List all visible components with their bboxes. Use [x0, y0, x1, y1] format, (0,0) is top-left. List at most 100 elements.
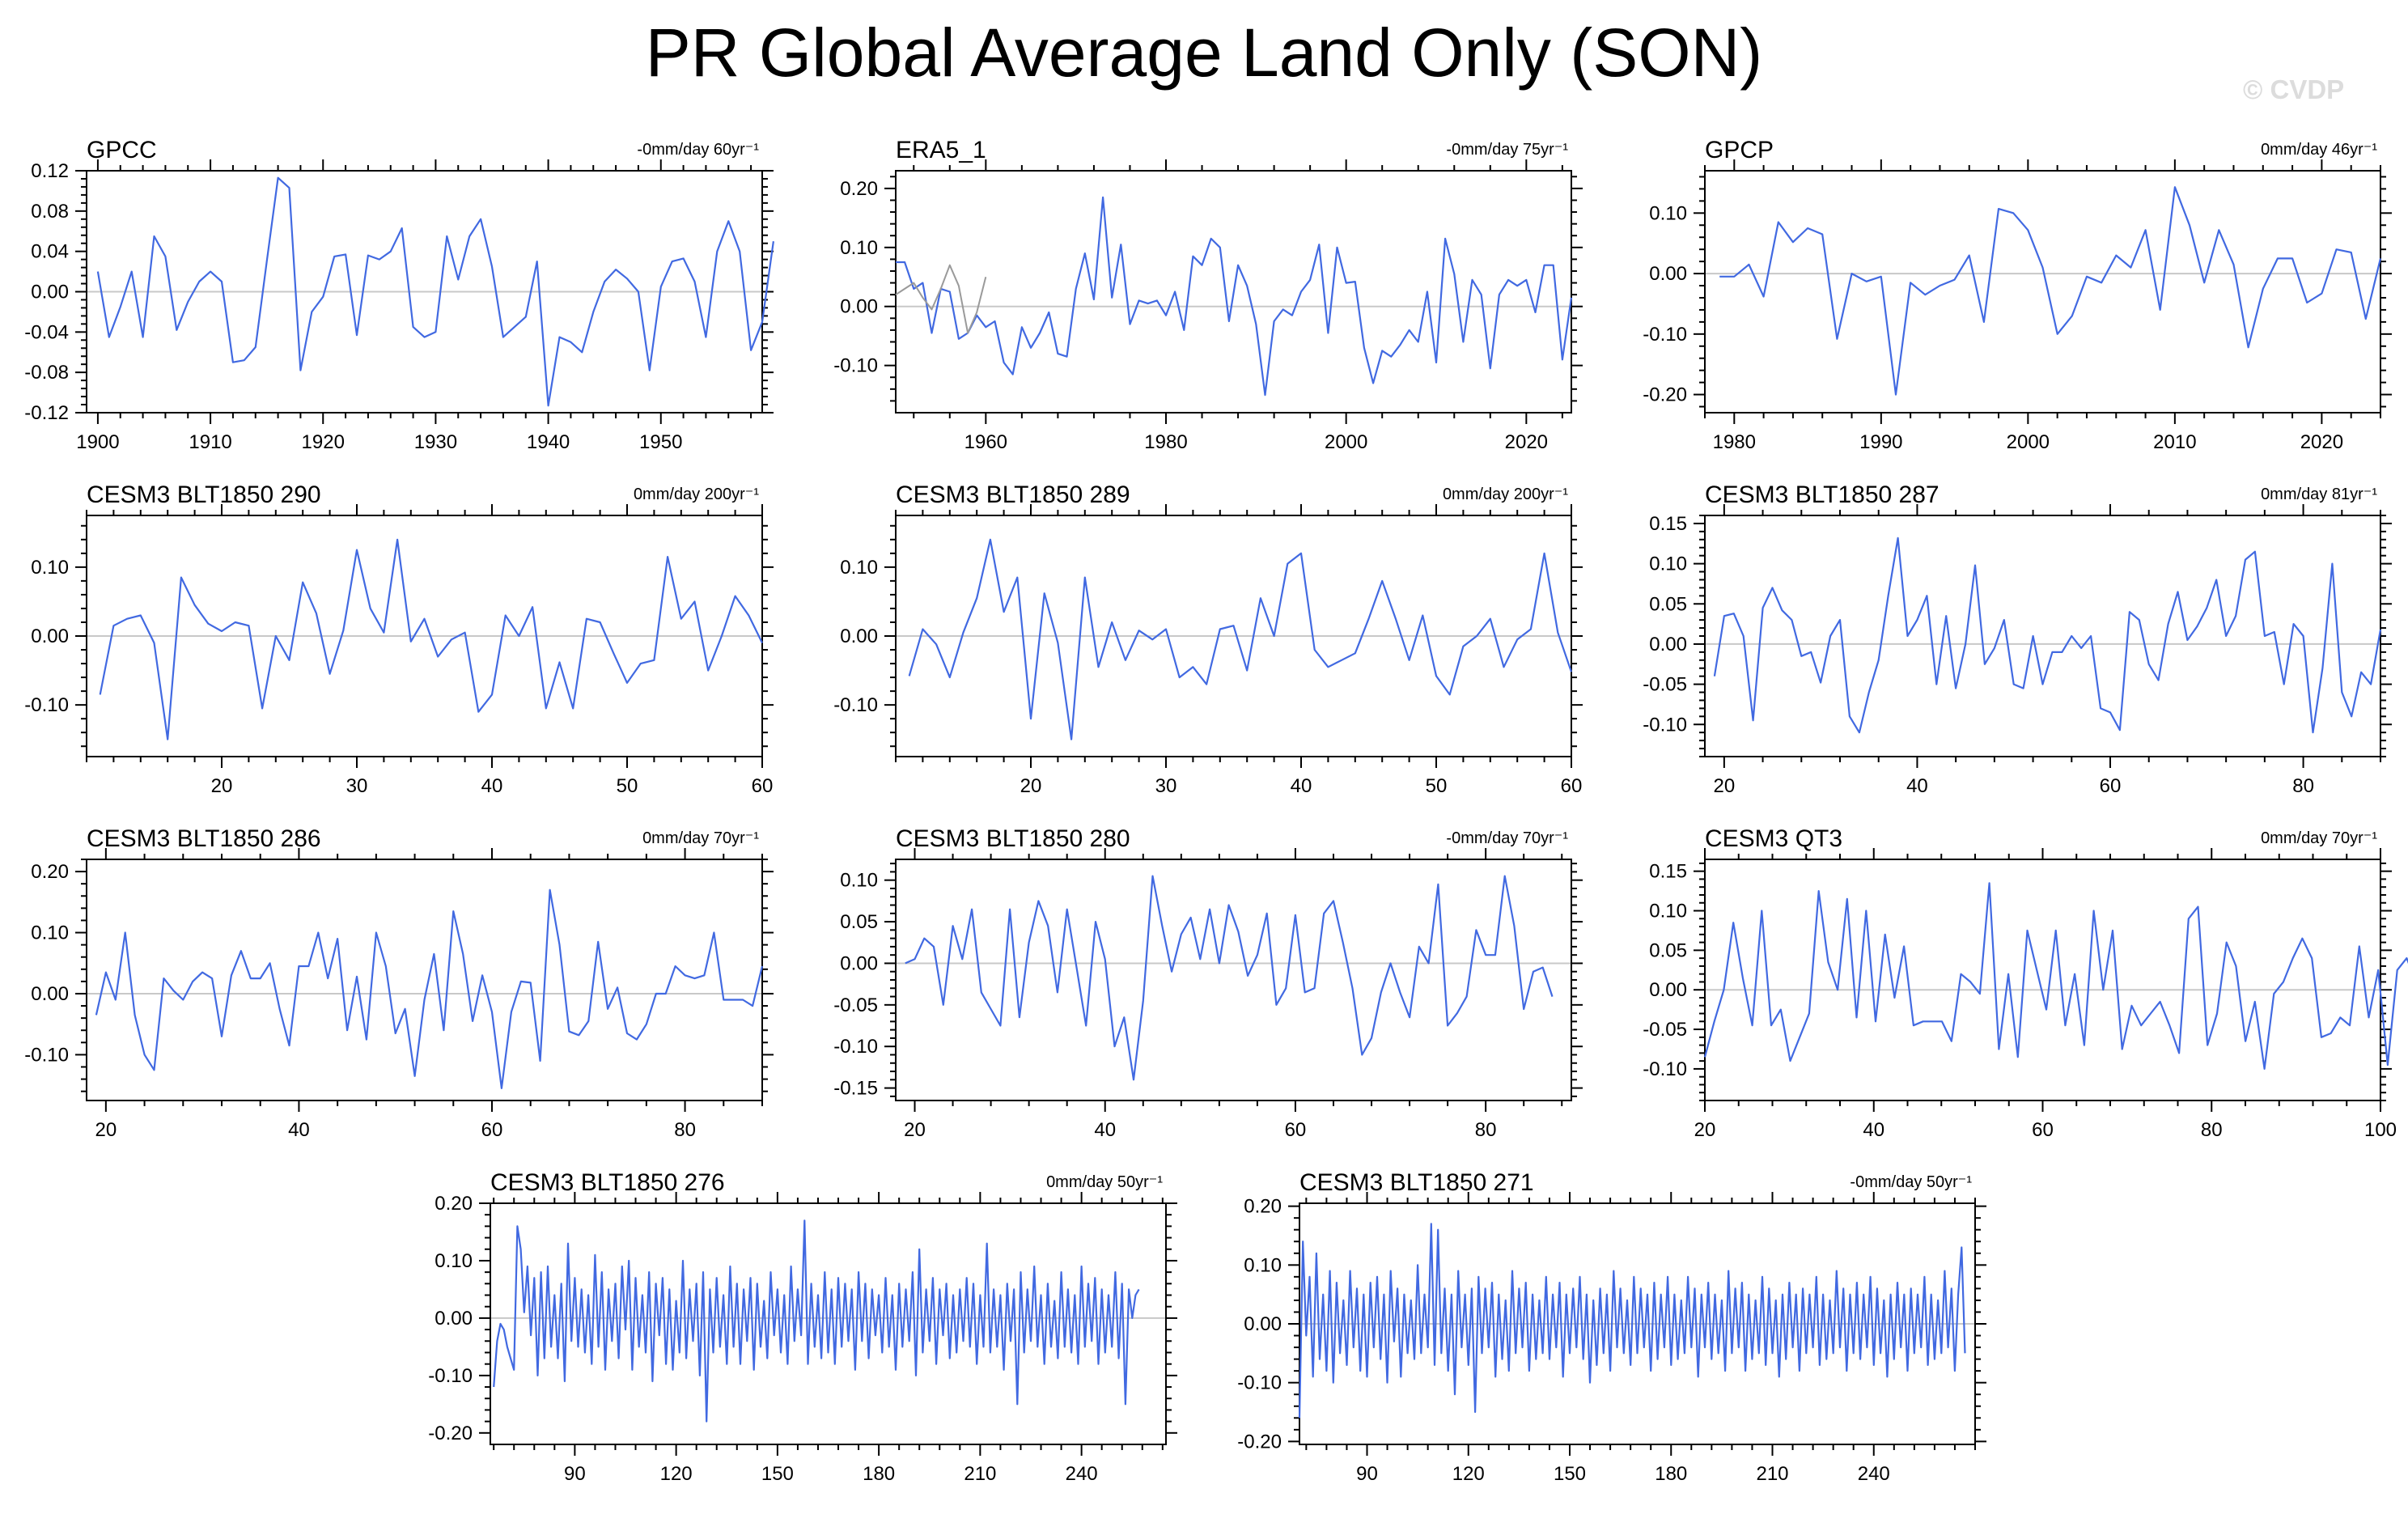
- y-tick-label: 0.10: [840, 870, 878, 892]
- y-tick-label: -0.05: [1643, 674, 1687, 696]
- y-tick-label: 0.00: [1649, 634, 1687, 655]
- series-line: [896, 196, 1573, 397]
- chart-panel: CESM3 BLT1850 276 0mm/day 50yr⁻¹ 90 120 150 1…: [428, 1169, 1177, 1485]
- trend-label: 0mm/day 200yr⁻¹: [1443, 486, 1568, 503]
- y-tick-label: 0.00: [840, 626, 878, 647]
- x-tick-label: 150: [1554, 1463, 1586, 1485]
- x-tick-label: 1980: [1713, 431, 1756, 453]
- x-tick-label: 40: [1291, 775, 1312, 797]
- panel-title: CESM3 BLT1850 280: [896, 825, 1130, 852]
- x-tick-label: 1930: [414, 431, 457, 453]
- series-line: [1703, 882, 2408, 1071]
- x-tick-label: 80: [674, 1119, 696, 1141]
- x-tick-label: 240: [1858, 1463, 1890, 1485]
- y-tick-label: -0.10: [24, 1044, 69, 1066]
- x-tick-label: 2000: [1325, 431, 1367, 453]
- chart-panel: CESM3 QT3 0mm/day 70yr⁻¹ 20 40 60 80 100 -0.10 -…: [1643, 825, 2408, 1141]
- y-tick-label: -0.08: [24, 362, 69, 384]
- x-tick-label: 40: [1906, 775, 1928, 797]
- y-tick-label: 0.20: [435, 1193, 473, 1215]
- x-tick-label: 90: [564, 1463, 586, 1485]
- x-tick-label: 1920: [302, 431, 345, 453]
- y-tick-label: 0.10: [1649, 901, 1687, 922]
- y-tick-label: 0.00: [840, 952, 878, 974]
- chart-panel: CESM3 BLT1850 290 0mm/day 200yr⁻¹ 20 30 40 50…: [24, 481, 774, 797]
- trend-label: 0mm/day 50yr⁻¹: [1046, 1173, 1163, 1191]
- x-tick-label: 50: [1426, 775, 1448, 797]
- x-tick-label: 60: [752, 775, 774, 797]
- y-tick-label: 0.04: [31, 241, 69, 263]
- y-tick-label: 0.10: [1649, 202, 1687, 224]
- x-tick-label: 20: [211, 775, 233, 797]
- y-tick-label: 0.20: [1244, 1196, 1282, 1218]
- x-tick-label: 2000: [2007, 431, 2050, 453]
- x-tick-label: 60: [1561, 775, 1583, 797]
- x-tick-label: 150: [761, 1463, 794, 1485]
- x-tick-label: 80: [1475, 1119, 1497, 1141]
- y-tick-label: -0.05: [833, 994, 878, 1016]
- x-tick-label: 210: [1756, 1463, 1788, 1485]
- panel-title: CESM3 BLT1850 271: [1299, 1169, 1534, 1196]
- y-tick-label: -0.05: [1643, 1019, 1687, 1041]
- chart-panel: CESM3 BLT1850 280 -0mm/day 70yr⁻¹ 20 40 60 80…: [833, 825, 1583, 1141]
- y-tick-label: -0.20: [1643, 384, 1687, 406]
- overlay-series-line: [895, 264, 987, 334]
- x-tick-label: 2010: [2153, 431, 2196, 453]
- panel-title: CESM3 QT3: [1705, 825, 1842, 852]
- y-tick-label: 0.00: [31, 626, 69, 647]
- y-tick-label: -0.04: [24, 321, 69, 343]
- y-tick-label: 0.15: [1649, 513, 1687, 535]
- chart-panel: CESM3 BLT1850 287 0mm/day 81yr⁻¹ 20 40 60 80 -…: [1643, 481, 2392, 797]
- y-tick-label: -0.10: [24, 694, 69, 716]
- x-tick-label: 40: [481, 775, 503, 797]
- y-tick-label: -0.15: [833, 1078, 878, 1100]
- y-tick-label: 0.00: [1649, 979, 1687, 1001]
- plot-frame: [1704, 170, 2381, 413]
- y-tick-label: 0.10: [1244, 1254, 1282, 1276]
- x-tick-label: 2020: [2300, 431, 2343, 453]
- panel-title: CESM3 BLT1850 290: [87, 481, 321, 508]
- x-tick-label: 60: [1285, 1119, 1307, 1141]
- y-tick-label: 0.10: [840, 237, 878, 259]
- panel-title: ERA5_1: [896, 137, 986, 163]
- y-tick-label: 0.05: [840, 911, 878, 933]
- series-line: [1298, 1223, 1966, 1419]
- y-tick-label: 0.05: [1649, 593, 1687, 615]
- plot-frame: [895, 859, 1572, 1101]
- x-tick-label: 50: [617, 775, 638, 797]
- y-tick-label: -0.20: [428, 1423, 473, 1444]
- plot-frame: [895, 170, 1572, 413]
- x-tick-label: 40: [1863, 1119, 1884, 1141]
- y-tick-label: -0.10: [833, 694, 878, 716]
- x-tick-label: 40: [288, 1119, 310, 1141]
- trend-label: -0mm/day 60yr⁻¹: [637, 141, 759, 159]
- panel-title: CESM3 BLT1850 287: [1705, 481, 1940, 508]
- x-tick-label: 30: [346, 775, 368, 797]
- y-tick-label: 0.20: [840, 178, 878, 200]
- x-tick-label: 1960: [964, 431, 1007, 453]
- y-tick-label: -0.10: [833, 355, 878, 377]
- x-tick-label: 60: [2100, 775, 2122, 797]
- panel-title: CESM3 BLT1850 286: [87, 825, 321, 852]
- x-tick-label: 1980: [1144, 431, 1187, 453]
- trend-label: 0mm/day 70yr⁻¹: [2261, 829, 2377, 847]
- chart-panel: CESM3 BLT1850 286 0mm/day 70yr⁻¹ 20 40 60 80 -…: [24, 825, 774, 1141]
- series-line: [95, 888, 764, 1090]
- x-tick-label: 210: [964, 1463, 996, 1485]
- x-tick-label: 20: [1694, 1119, 1716, 1141]
- y-tick-label: -0.20: [1237, 1431, 1282, 1453]
- y-tick-label: 0.05: [1649, 939, 1687, 961]
- chart-panel: ERA5_1 -0mm/day 75yr⁻¹ 1960 1980 2000 2020 -0.…: [833, 137, 1583, 453]
- series-line: [1719, 186, 2382, 396]
- panel-title: GPCP: [1705, 137, 1774, 163]
- y-tick-label: -0.10: [1643, 714, 1687, 736]
- y-tick-label: 0.10: [435, 1250, 473, 1272]
- x-tick-label: 20: [95, 1119, 117, 1141]
- x-tick-label: 20: [1714, 775, 1736, 797]
- x-tick-label: 1990: [1859, 431, 1902, 453]
- x-tick-label: 1910: [189, 431, 231, 453]
- panel-title: CESM3 BLT1850 276: [490, 1169, 725, 1196]
- series-line: [99, 538, 763, 740]
- y-tick-label: 0.10: [31, 557, 69, 579]
